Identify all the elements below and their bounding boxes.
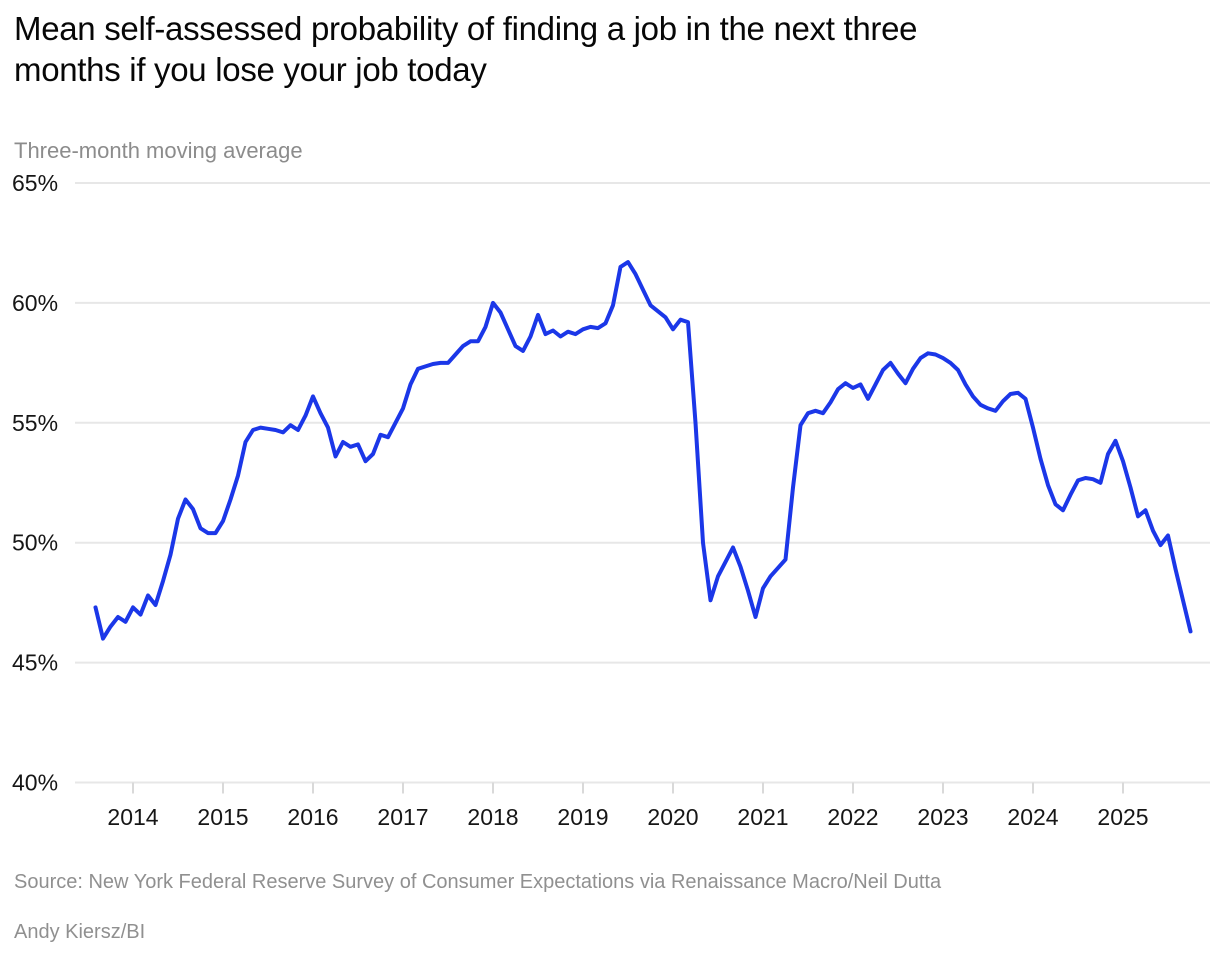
- x-axis-label: 2018: [467, 804, 518, 830]
- source-note: Source: New York Federal Reserve Survey …: [14, 871, 942, 893]
- x-axis-label: 2019: [557, 804, 608, 830]
- y-axis-label: 55%: [12, 410, 58, 436]
- trend-line: [93, 260, 1193, 641]
- y-axis-label: 60%: [12, 290, 58, 316]
- y-axis-label: 65%: [12, 170, 58, 196]
- x-axis-label: 2015: [197, 804, 248, 830]
- x-axis-label: 2020: [647, 804, 698, 830]
- x-axis-label: 2016: [287, 804, 338, 830]
- y-axis-label: 40%: [12, 770, 58, 796]
- x-axis-label: 2023: [917, 804, 968, 830]
- x-axis-label: 2017: [377, 804, 428, 830]
- x-axis-label: 2022: [827, 804, 878, 830]
- title-line-1: Mean self-assessed probability of findin…: [14, 10, 918, 47]
- y-axis-label: 50%: [12, 530, 58, 556]
- page-title: Mean self-assessed probability of findin…: [14, 8, 1194, 90]
- x-axis-label: 2024: [1007, 804, 1058, 830]
- x-axis-label: 2014: [107, 804, 158, 830]
- y-axis-label: 45%: [12, 650, 58, 676]
- byline: Andy Kiersz/BI: [14, 921, 146, 943]
- title-line-2: months if you lose your job today: [14, 51, 487, 88]
- chart-subtitle: Three-month moving average: [14, 138, 303, 163]
- x-axis-label: 2021: [737, 804, 788, 830]
- x-axis-label: 2025: [1097, 804, 1148, 830]
